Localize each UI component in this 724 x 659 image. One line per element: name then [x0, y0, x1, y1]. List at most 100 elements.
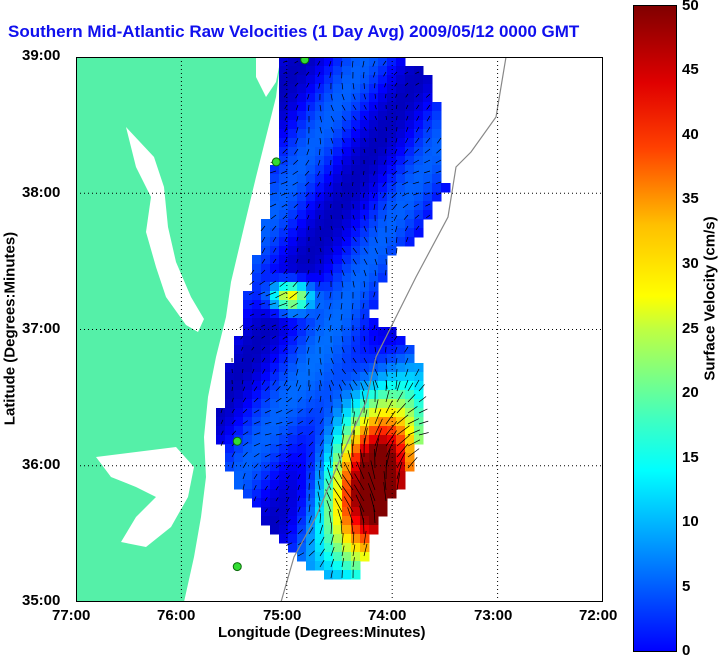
velocity-vector — [407, 457, 418, 469]
velocity-cell — [378, 354, 388, 364]
velocity-cell — [279, 480, 289, 490]
velocity-cell — [405, 426, 415, 436]
velocity-cell — [297, 255, 307, 265]
velocity-vector — [253, 496, 257, 502]
velocity-vector — [316, 302, 321, 309]
velocity-cell — [297, 363, 307, 373]
velocity-cell — [252, 435, 262, 445]
velocity-cell — [396, 219, 406, 229]
velocity-cell — [432, 192, 442, 202]
velocity-vector — [284, 126, 288, 132]
velocity-vector — [296, 258, 299, 263]
velocity-vector — [374, 368, 379, 376]
velocity-cell — [315, 120, 325, 130]
velocity-cell — [261, 507, 271, 517]
velocity-cell — [252, 453, 262, 463]
velocity-cell — [414, 156, 424, 166]
velocity-vector — [341, 126, 346, 132]
velocity-cell — [342, 219, 352, 229]
velocity-cell — [342, 66, 352, 76]
velocity-vector — [385, 357, 387, 365]
velocity-cell — [342, 93, 352, 103]
velocity-cell — [351, 120, 361, 130]
velocity-vector — [319, 104, 322, 112]
velocity-cell — [405, 363, 415, 373]
velocity-vector — [272, 269, 277, 274]
velocity-cell — [369, 453, 379, 463]
velocity-cell — [324, 66, 334, 76]
velocity-vector — [341, 379, 346, 386]
velocity-cell — [414, 381, 424, 391]
velocity-vector — [275, 291, 288, 299]
velocity-vector — [373, 291, 376, 298]
velocity-cell — [351, 363, 361, 373]
x-tick-4: 73:00 — [474, 607, 513, 624]
velocity-vector — [269, 192, 277, 196]
velocity-cell — [396, 102, 406, 112]
velocity-cell — [342, 453, 352, 463]
velocity-vector — [396, 452, 406, 469]
velocity-vector — [286, 454, 292, 458]
velocity-cell — [369, 498, 379, 508]
velocity-cell — [387, 372, 397, 382]
velocity-vector — [294, 346, 299, 353]
velocity-vector — [286, 485, 290, 491]
velocity-vector — [396, 380, 401, 392]
velocity-cell — [351, 516, 361, 526]
velocity-cell — [387, 147, 397, 157]
velocity-vector — [241, 379, 244, 385]
velocity-vector — [374, 269, 377, 277]
velocity-cell — [288, 309, 298, 319]
cbar-tick-30: 30 — [682, 255, 699, 272]
radar-stations — [232, 57, 310, 572]
velocity-cell — [252, 489, 262, 499]
velocity-cell — [387, 102, 397, 112]
velocity-cell — [270, 264, 280, 274]
velocity-cell — [315, 255, 325, 265]
velocity-cell — [396, 210, 406, 220]
velocity-vector — [280, 181, 288, 185]
velocity-cell — [396, 444, 406, 454]
velocity-cell — [270, 255, 280, 265]
colorbar — [633, 5, 677, 652]
velocity-cell — [297, 453, 307, 463]
velocity-vector — [295, 379, 299, 387]
velocity-cell — [297, 84, 307, 94]
velocity-vector — [363, 137, 367, 142]
velocity-cell — [351, 255, 361, 265]
velocity-cell — [279, 462, 289, 472]
velocity-vector — [385, 115, 387, 120]
velocity-vector — [394, 346, 398, 353]
velocity-cell — [387, 219, 397, 229]
velocity-cell — [252, 300, 262, 310]
velocity-vector — [249, 313, 255, 317]
velocity-cell — [297, 210, 307, 220]
velocity-vector — [418, 384, 425, 392]
velocity-cell — [369, 138, 379, 148]
velocity-vector — [308, 384, 311, 392]
velocity-vector — [385, 368, 388, 377]
velocity-cell — [234, 480, 244, 490]
cbar-tick-10: 10 — [682, 513, 699, 530]
velocity-cell — [297, 291, 307, 301]
velocity-vector — [319, 439, 324, 447]
velocity-cell — [333, 210, 343, 220]
velocity-cell — [297, 120, 307, 130]
velocity-cell — [252, 444, 262, 454]
velocity-cell — [234, 381, 244, 391]
velocity-cell — [306, 318, 316, 328]
velocity-vector — [261, 346, 266, 351]
velocity-cell — [378, 93, 388, 103]
velocity-vector — [395, 137, 398, 143]
velocity-vector — [413, 159, 420, 164]
velocity-cell — [315, 75, 325, 85]
velocity-cell — [315, 552, 325, 562]
velocity-cell — [270, 174, 280, 184]
velocity-vector — [281, 313, 288, 317]
velocity-cell — [432, 147, 442, 157]
velocity-cell — [261, 390, 271, 400]
velocity-vector — [363, 115, 367, 121]
velocity-cell — [342, 84, 352, 94]
velocity-cell — [405, 435, 415, 445]
velocity-cell — [324, 525, 334, 535]
